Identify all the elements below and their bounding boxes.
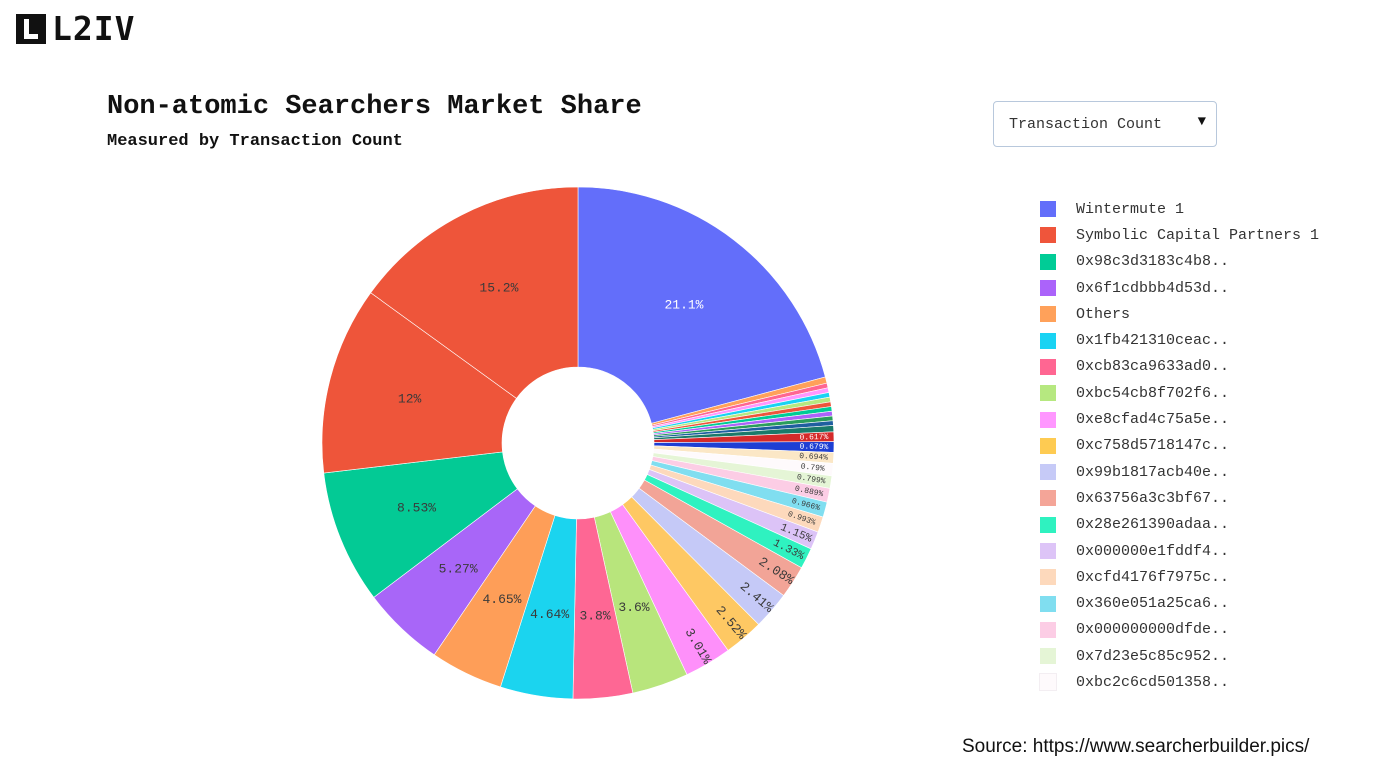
- slice-value-label: 0.79%: [800, 462, 825, 473]
- legend-item[interactable]: 0x28e261390adaa..: [1040, 512, 1319, 538]
- legend-swatch: [1040, 648, 1056, 665]
- legend-label: 0x98c3d3183c4b8..: [1076, 253, 1230, 271]
- legend-swatch: [1040, 385, 1056, 402]
- slice-value-label: 12%: [398, 392, 422, 407]
- pie-slice[interactable]: [323, 451, 518, 598]
- donut-chart: 21.1%0.617%0.679%0.694%0.79%0.799%0.889%…: [321, 186, 835, 700]
- legend-swatch: [1040, 280, 1056, 297]
- legend-swatch: [1040, 358, 1056, 375]
- legend-item[interactable]: 0xc758d5718147c..: [1040, 433, 1319, 459]
- legend-item[interactable]: 0x98c3d3183c4b8..: [1040, 249, 1319, 275]
- legend-label: 0x1fb421310ceac..: [1076, 332, 1230, 350]
- legend-label: 0x28e261390adaa..: [1076, 516, 1230, 534]
- chart-title: Non-atomic Searchers Market Share: [107, 92, 642, 122]
- legend-label: 0xc758d5718147c..: [1076, 437, 1230, 455]
- metric-dropdown[interactable]: Transaction Count ▼: [993, 101, 1217, 147]
- legend-label: 0xe8cfad4c75a5e..: [1076, 411, 1230, 429]
- legend-swatch: [1040, 253, 1056, 270]
- legend-item[interactable]: 0xe8cfad4c75a5e..: [1040, 406, 1319, 432]
- legend-item[interactable]: 0x1fb421310ceac..: [1040, 327, 1319, 353]
- legend-label: 0xcfd4176f7975c..: [1076, 568, 1230, 586]
- legend-item[interactable]: 0xcfd4176f7975c..: [1040, 564, 1319, 590]
- legend-swatch: [1040, 621, 1056, 638]
- pie-slice[interactable]: [577, 186, 826, 424]
- legend-swatch: [1040, 516, 1056, 533]
- chart-subtitle: Measured by Transaction Count: [107, 132, 403, 151]
- legend-swatch: [1040, 437, 1056, 454]
- legend-label: Symbolic Capital Partners 1: [1076, 226, 1320, 244]
- slice-value-label: 0.799%: [796, 473, 826, 486]
- source-note: Source: https://www.searcherbuilder.pics…: [962, 736, 1310, 757]
- legend-label: 0x63756a3c3bf67..: [1076, 489, 1230, 507]
- legend-label: 0x6f1cdbbb4d53d..: [1076, 279, 1230, 297]
- slice-value-label: 8.53%: [397, 500, 436, 515]
- legend-item[interactable]: 0x000000000dfde..: [1040, 617, 1319, 643]
- slice-value-label: 0.694%: [799, 452, 828, 463]
- slice-value-label: 21.1%: [664, 297, 703, 312]
- slice-value-label: 3.8%: [579, 609, 610, 624]
- legend-label: Wintermute 1: [1076, 200, 1185, 218]
- legend-swatch: [1040, 595, 1056, 612]
- legend-label: Others: [1076, 305, 1131, 323]
- legend-item[interactable]: Others: [1040, 301, 1319, 327]
- legend-item[interactable]: Wintermute 1: [1040, 196, 1319, 222]
- legend-item[interactable]: 0xcb83ca9633ad0..: [1040, 354, 1319, 380]
- legend-swatch: [1039, 673, 1057, 692]
- slice-value-label: 15.2%: [479, 280, 518, 295]
- legend-item[interactable]: 0xbc54cb8f702f6..: [1040, 380, 1319, 406]
- slice-value-label: 4.64%: [530, 607, 569, 622]
- legend-item[interactable]: 0x63756a3c3bf67..: [1040, 485, 1319, 511]
- legend-label: 0x000000000dfde..: [1076, 621, 1230, 639]
- legend-item[interactable]: 0x6f1cdbbb4d53d..: [1040, 275, 1319, 301]
- chart-legend: Wintermute 1 Symbolic Capital Partners 1 0…: [1039, 196, 1319, 696]
- legend-label: 0x360e051a25ca6..: [1076, 595, 1230, 613]
- legend-label: 0xbc2c6cd501358..: [1076, 673, 1230, 691]
- caret-down-icon: ▼: [1197, 114, 1206, 130]
- legend-item[interactable]: 0x000000e1fddf4..: [1040, 538, 1319, 564]
- pie-slice[interactable]: [370, 186, 579, 399]
- logo-mark-icon: [16, 14, 46, 44]
- legend-label: 0x99b1817acb40e..: [1076, 463, 1230, 481]
- legend-item[interactable]: 0x360e051a25ca6..: [1040, 590, 1319, 616]
- slice-value-label: 4.65%: [482, 592, 521, 607]
- brand-logo: L2IV: [16, 9, 136, 48]
- legend-swatch: [1040, 464, 1056, 481]
- slice-value-label: 0.679%: [799, 443, 828, 452]
- metric-dropdown-value: Transaction Count: [1009, 115, 1163, 133]
- legend-item[interactable]: 0xbc2c6cd501358..: [1039, 669, 1319, 695]
- legend-swatch: [1040, 411, 1056, 428]
- legend-label: 0xbc54cb8f702f6..: [1076, 384, 1230, 402]
- legend-item[interactable]: 0x7d23e5c85c952..: [1040, 643, 1319, 669]
- legend-swatch: [1040, 332, 1056, 349]
- legend-label: 0x7d23e5c85c952..: [1076, 647, 1230, 665]
- slice-value-label: 3.6%: [618, 600, 649, 615]
- legend-item[interactable]: Symbolic Capital Partners 1: [1040, 222, 1319, 248]
- legend-swatch: [1040, 201, 1056, 218]
- legend-swatch: [1040, 569, 1056, 586]
- legend-item[interactable]: 0x99b1817acb40e..: [1040, 459, 1319, 485]
- slice-value-label: 0.617%: [799, 433, 828, 443]
- legend-swatch: [1040, 227, 1056, 244]
- legend-label: 0x000000e1fddf4..: [1076, 542, 1230, 560]
- legend-label: 0xcb83ca9633ad0..: [1076, 358, 1230, 376]
- slice-value-label: 5.27%: [439, 562, 478, 577]
- legend-swatch: [1040, 543, 1056, 559]
- legend-swatch: [1040, 490, 1056, 507]
- logo-text: L2IV: [52, 9, 136, 48]
- pie-slice[interactable]: [321, 292, 517, 474]
- legend-swatch: [1040, 306, 1056, 323]
